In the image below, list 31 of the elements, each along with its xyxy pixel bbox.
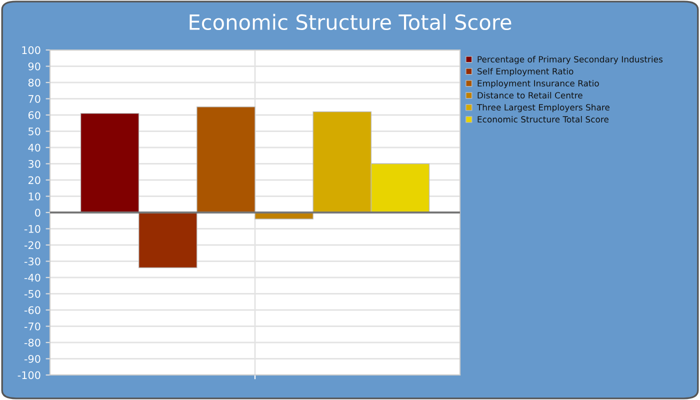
y-tick-label: 30 (28, 160, 40, 168)
y-tick-label: 90 (28, 62, 40, 70)
y-tick-label: -100 (18, 371, 40, 380)
y-tick-label: -60 (24, 306, 40, 314)
y-tick-label: 60 (28, 111, 40, 120)
y-tick-label: 50 (28, 127, 40, 136)
y-tick-label: 40 (28, 144, 40, 152)
y-tick-label: -50 (24, 290, 40, 298)
legend-label: Percentage of Primary Secondary Industries (478, 56, 663, 64)
legend-label: Economic Structure Total Score (478, 116, 609, 123)
y-tick-label: 10 (28, 192, 40, 200)
y-tick-label: -10 (24, 224, 40, 233)
y-tick-label: -90 (24, 354, 40, 363)
legend-label: Self Employment Ratio (478, 68, 574, 76)
y-tick-label: -80 (24, 338, 40, 347)
y-tick-label: -20 (24, 241, 40, 250)
y-tick-label: -40 (24, 274, 40, 282)
bar (138, 212, 198, 268)
y-tick-label: -70 (24, 322, 40, 330)
chart-title: Economic Structure Total Score (190, 14, 512, 30)
legend-label: Distance to Retail Centre (478, 92, 582, 99)
y-tick-label: -30 (24, 257, 40, 266)
bar (196, 106, 256, 213)
y-tick-label: 20 (28, 176, 40, 184)
y-tick-label: 100 (22, 46, 40, 54)
y-tick-label: 70 (28, 94, 40, 103)
legend-label: Three Largest Employers Share (476, 104, 610, 112)
legend-label: Employment Insurance Ratio (478, 80, 599, 88)
bar (80, 113, 140, 213)
y-tick-label: 0 (35, 208, 40, 217)
y-tick-label: 80 (28, 78, 40, 87)
